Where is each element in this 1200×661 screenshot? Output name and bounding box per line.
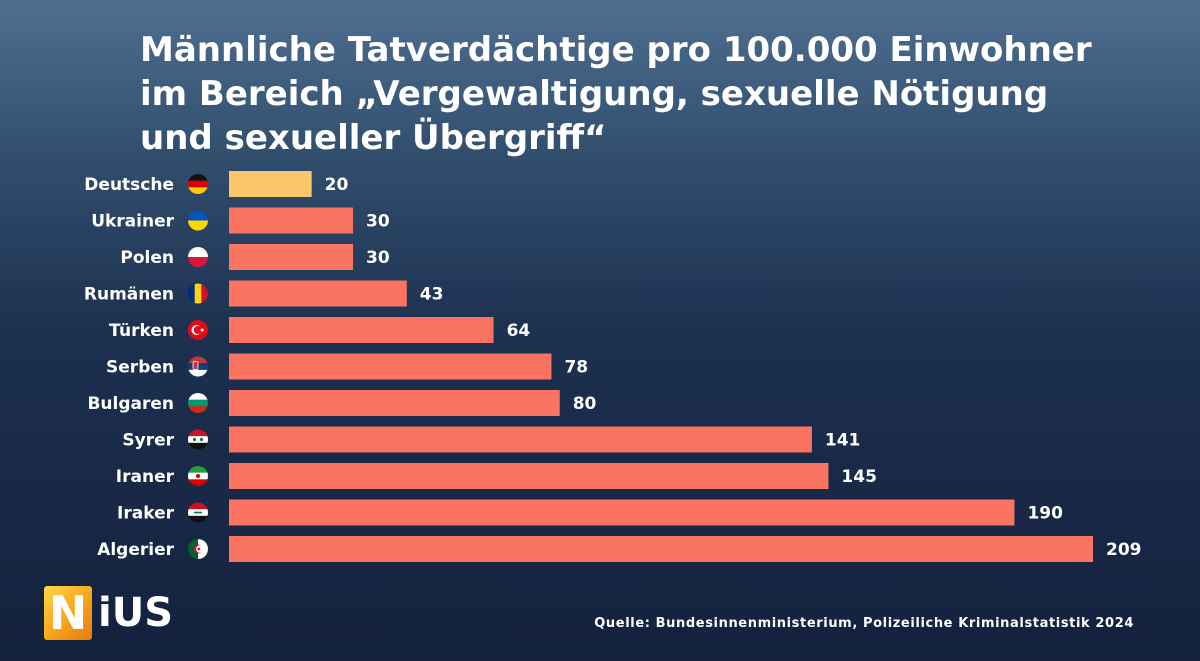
bar-polen <box>229 244 354 270</box>
value-label: 141 <box>825 431 861 451</box>
romania-flag-icon <box>188 283 208 304</box>
bar-serben <box>229 353 552 380</box>
value-label: 190 <box>1027 504 1063 524</box>
algeria-flag-icon <box>188 539 208 559</box>
logo-letter-n: N <box>44 586 92 640</box>
value-label: 20 <box>325 175 349 195</box>
source-note: Quelle: Bundesinnenministerium, Polizeil… <box>594 616 1134 631</box>
category-label: Syrer <box>122 431 174 451</box>
iran-flag-icon <box>188 466 208 486</box>
ukraine-flag-icon <box>188 210 208 231</box>
category-label: Deutsche <box>84 175 174 195</box>
value-label: 145 <box>841 467 877 487</box>
title-line-3: und sexueller Übergriff“ <box>140 118 607 158</box>
turkey-flag-icon <box>188 320 208 340</box>
value-label: 209 <box>1106 540 1142 560</box>
germany-flag-icon <box>188 174 208 194</box>
category-label: Bulgaren <box>87 394 174 414</box>
value-label: 64 <box>507 321 531 341</box>
category-label: Serben <box>106 358 174 378</box>
category-label: Algerier <box>97 540 174 560</box>
value-label: 80 <box>573 394 597 414</box>
bar-rumänen <box>229 280 407 307</box>
bar-bulgaren <box>229 390 560 416</box>
category-label: Ukrainer <box>91 212 174 232</box>
logo-text: iUS <box>98 590 173 636</box>
category-label: Iraner <box>116 467 175 487</box>
bar-iraner <box>229 463 829 489</box>
value-label: 78 <box>564 358 588 378</box>
bar-algerier <box>229 536 1093 562</box>
category-label: Polen <box>120 248 174 268</box>
syria-flag-icon <box>188 429 208 450</box>
bar-iraker <box>229 499 1015 526</box>
bar-syrer <box>229 426 812 453</box>
value-label: 30 <box>366 248 390 268</box>
bar-deutsche <box>229 171 312 197</box>
category-label: Türken <box>109 321 174 341</box>
title-line-1: Männliche Tatverdächtige pro 100.000 Ein… <box>140 30 1092 70</box>
bar-ukrainer <box>229 207 354 234</box>
value-label: 30 <box>366 212 390 232</box>
chart-title: Männliche Tatverdächtige pro 100.000 Ein… <box>140 28 1150 160</box>
iraq-flag-icon <box>188 502 208 523</box>
bulgaria-flag-icon <box>188 393 208 413</box>
serbia-flag-icon <box>188 356 208 377</box>
bar-türken <box>229 317 494 343</box>
category-label: Rumänen <box>84 285 174 305</box>
poland-flag-icon <box>188 247 208 267</box>
value-label: 43 <box>420 285 444 305</box>
title-line-2: im Bereich „Vergewaltigung, sexuelle Nöt… <box>140 74 1049 114</box>
category-label: Iraker <box>117 504 175 524</box>
bar-chart: Deutsche 20 Ukrainer 30 Polen 30 Rumänen 43 Türk… <box>84 171 1142 562</box>
